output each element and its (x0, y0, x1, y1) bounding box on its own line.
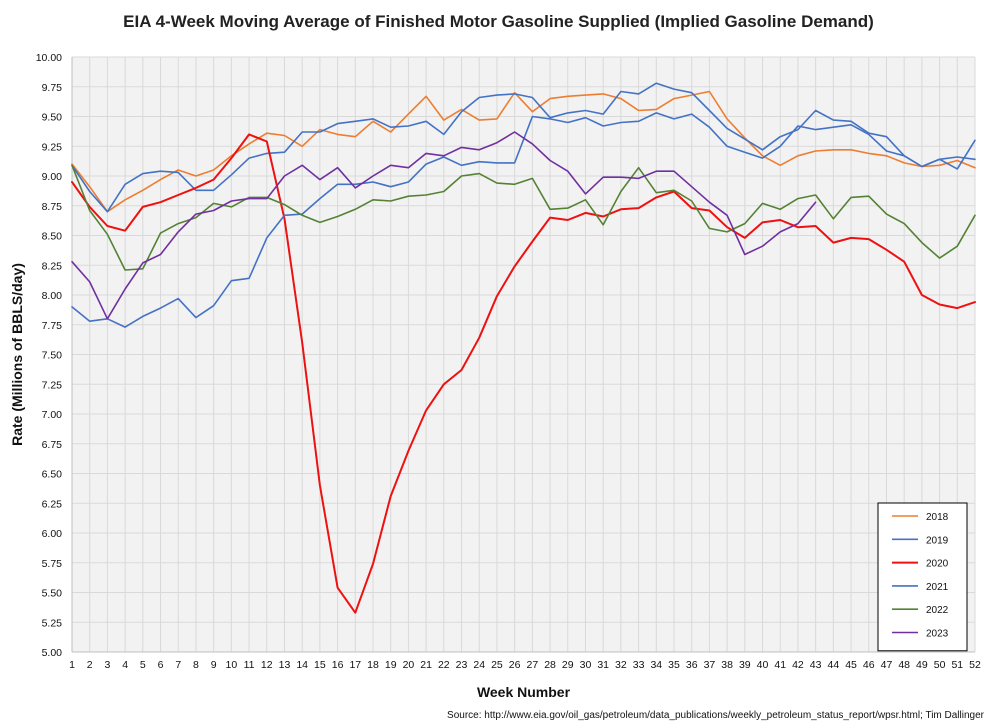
legend-label-2021: 2021 (926, 582, 949, 593)
x-tick-label: 7 (175, 659, 181, 671)
series-line-2021 (71, 112, 976, 328)
y-tick-label: 6.75 (42, 439, 63, 451)
series-line-2018 (71, 90, 976, 213)
x-tick-label: 41 (774, 659, 786, 671)
x-tick-label: 45 (845, 659, 857, 671)
y-tick-label: 8.25 (42, 260, 63, 272)
x-tick-label: 15 (314, 659, 326, 671)
x-tick-label: 31 (597, 659, 609, 671)
x-tick-label: 44 (828, 659, 840, 671)
x-tick-label: 30 (580, 659, 592, 671)
x-tick-label: 6 (158, 659, 164, 671)
x-tick-label: 36 (686, 659, 698, 671)
y-tick-label: 9.00 (42, 171, 63, 183)
x-tick-label: 35 (668, 659, 680, 671)
x-tick-label: 37 (704, 659, 716, 671)
y-tick-label: 5.50 (42, 588, 63, 600)
x-tick-label: 47 (881, 659, 893, 671)
y-tick-label: 7.00 (42, 409, 63, 421)
series-line-2020 (71, 133, 976, 614)
x-tick-label: 52 (969, 659, 981, 671)
y-tick-label: 7.25 (42, 379, 63, 391)
x-tick-label: 50 (934, 659, 946, 671)
x-tick-label: 13 (279, 659, 291, 671)
x-tick-label: 32 (615, 659, 627, 671)
legend-label-2019: 2019 (926, 535, 949, 546)
x-tick-label: 14 (296, 659, 308, 671)
x-tick-label: 1 (69, 659, 75, 671)
x-tick-label: 33 (633, 659, 645, 671)
legend-label-2018: 2018 (926, 512, 949, 523)
x-tick-label: 19 (385, 659, 397, 671)
y-axis-title: Rate (Millions of BBLS/day) (9, 263, 25, 446)
x-tick-label: 8 (193, 659, 199, 671)
source-note: Source: http://www.eia.gov/oil_gas/petro… (447, 710, 984, 721)
x-tick-label: 12 (261, 659, 273, 671)
x-tick-label: 43 (810, 659, 822, 671)
y-tick-label: 5.25 (42, 617, 63, 629)
x-tick-label: 21 (420, 659, 432, 671)
y-tick-label: 9.75 (42, 82, 63, 94)
x-tick-label: 29 (562, 659, 574, 671)
x-tick-label: 24 (473, 659, 485, 671)
series-line-2023 (71, 131, 817, 320)
x-tick-label: 38 (721, 659, 733, 671)
x-axis-title: Week Number (477, 684, 571, 700)
x-tick-label: 16 (332, 659, 344, 671)
x-tick-label: 10 (226, 659, 238, 671)
legend-label-2022: 2022 (926, 605, 949, 616)
y-tick-label: 7.75 (42, 320, 63, 332)
chart-title: EIA 4-Week Moving Average of Finished Mo… (123, 12, 874, 31)
x-tick-label: 11 (244, 659, 255, 671)
x-tick-label: 17 (349, 659, 361, 671)
x-tick-label: 27 (527, 659, 539, 671)
y-tick-label: 8.50 (42, 231, 63, 243)
y-tick-label: 5.00 (42, 647, 63, 659)
x-tick-label: 49 (916, 659, 928, 671)
y-tick-label: 8.00 (42, 290, 63, 302)
x-tick-label: 46 (863, 659, 875, 671)
x-tick-label: 9 (211, 659, 217, 671)
x-tick-label: 39 (739, 659, 751, 671)
x-tick-label: 28 (544, 659, 556, 671)
y-tick-label: 8.75 (42, 201, 63, 213)
y-tick-label: 6.25 (42, 498, 63, 510)
y-tick-label: 9.50 (42, 112, 63, 124)
x-tick-label: 22 (438, 659, 450, 671)
x-tick-label: 51 (951, 659, 963, 671)
x-tick-label: 40 (757, 659, 769, 671)
x-tick-label: 4 (122, 659, 128, 671)
x-tick-label: 34 (650, 659, 662, 671)
x-tick-label: 25 (491, 659, 503, 671)
x-tick-label: 26 (509, 659, 521, 671)
y-tick-label: 6.50 (42, 469, 63, 481)
legend (877, 502, 968, 652)
x-tick-label: 42 (792, 659, 804, 671)
series-line-2019 (71, 82, 976, 213)
x-tick-label: 18 (367, 659, 379, 671)
y-tick-label: 9.25 (42, 141, 63, 153)
y-tick-label: 5.75 (42, 558, 63, 570)
x-tick-label: 20 (403, 659, 415, 671)
x-tick-label: 2 (87, 659, 93, 671)
y-tick-label: 7.50 (42, 350, 63, 362)
x-tick-label: 23 (456, 659, 468, 671)
x-tick-label: 5 (140, 659, 146, 671)
x-tick-label: 3 (104, 659, 110, 671)
x-tick-label: 48 (898, 659, 910, 671)
legend-label-2023: 2023 (926, 629, 949, 640)
legend-label-2020: 2020 (926, 559, 949, 570)
y-tick-label: 10.00 (36, 52, 62, 64)
y-tick-label: 6.00 (42, 528, 63, 540)
